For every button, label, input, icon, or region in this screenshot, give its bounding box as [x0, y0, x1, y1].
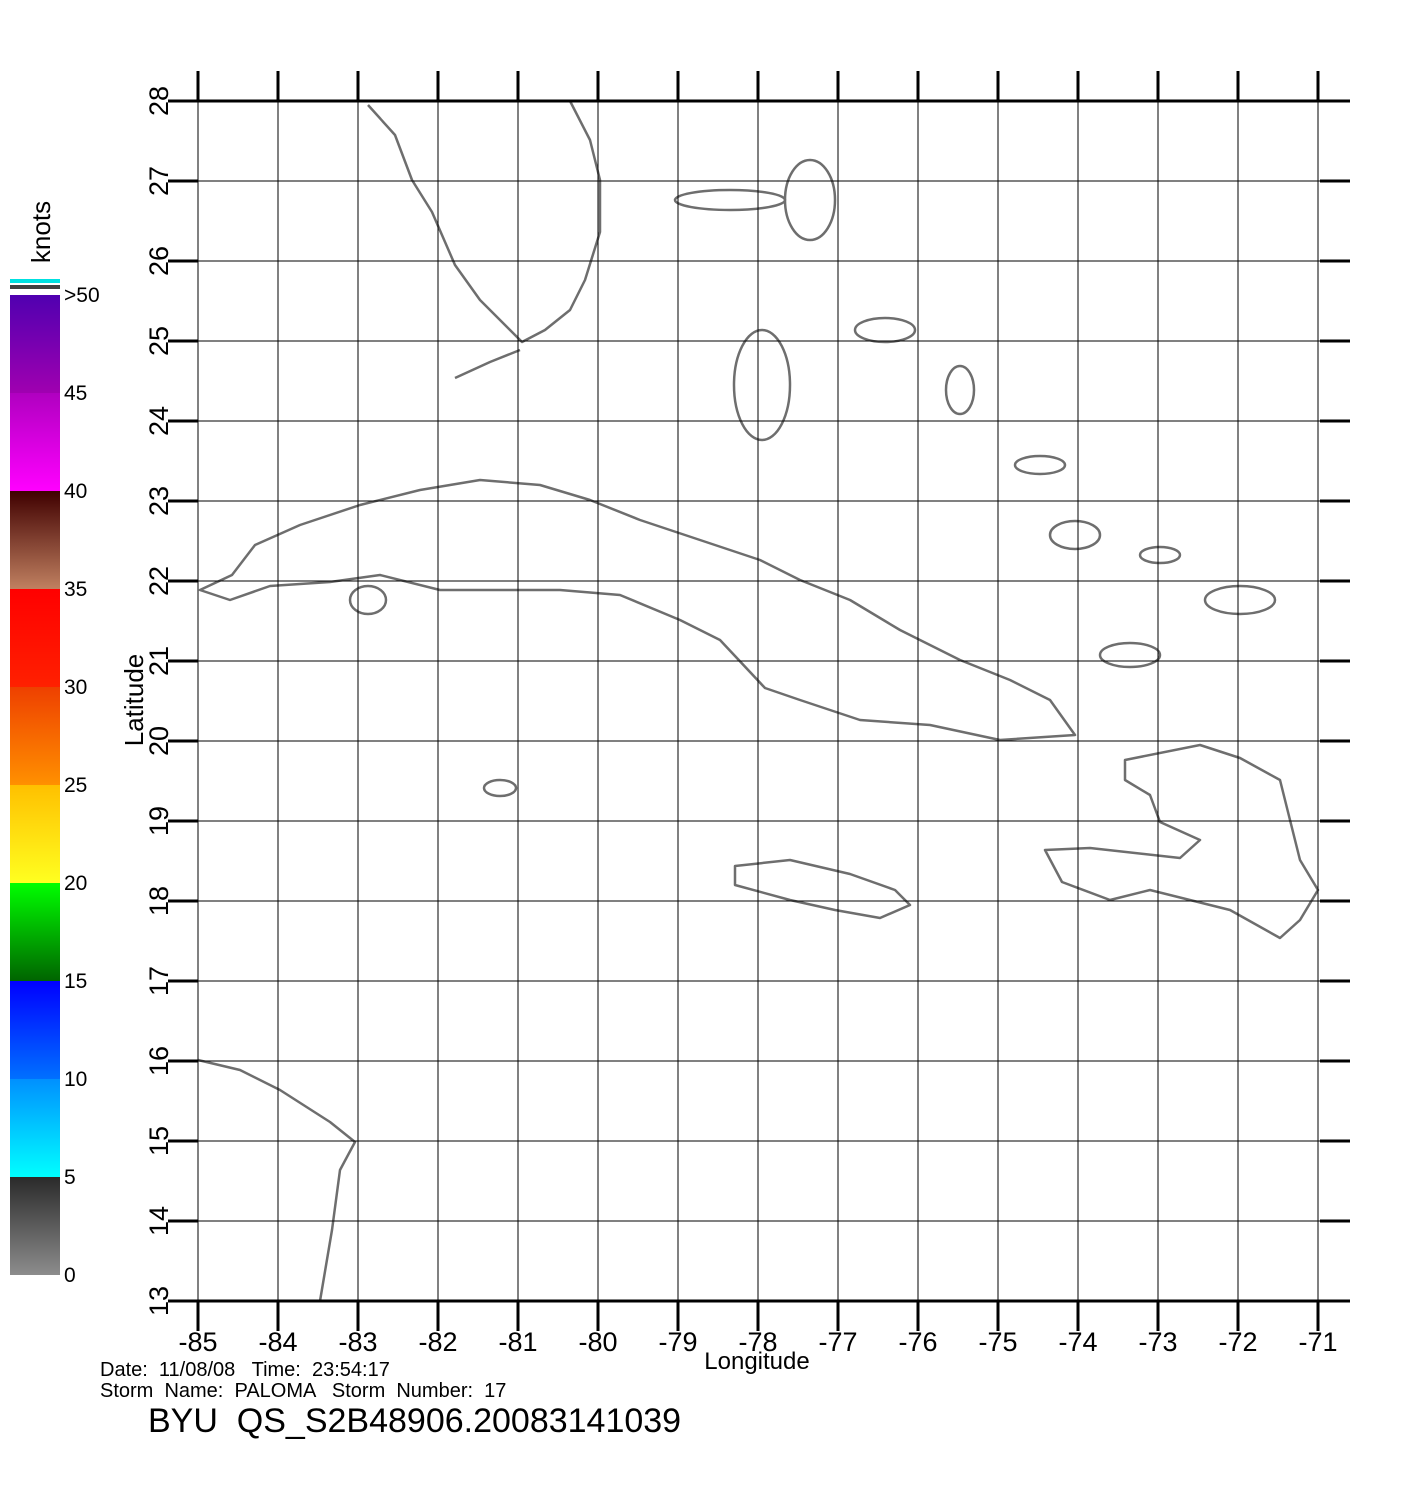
colorbar-ramp	[10, 295, 60, 1275]
cuba	[198, 478, 1077, 742]
axes: -85 -84 -83 -82 -81 -80 -79 -78 -77 -76 -75 -74 -73 -…	[144, 71, 1350, 1357]
x-tick-label: -80	[578, 1327, 617, 1357]
cayman	[482, 778, 518, 798]
y-tick-label: 15	[144, 1126, 174, 1156]
y-tick-label: 23	[144, 486, 174, 516]
product-title: BYU QS_S2B48906.20083141039	[148, 1402, 681, 1440]
colorbar-tick-label: 35	[64, 578, 87, 601]
colorbar-tick-label: 40	[64, 480, 87, 503]
colorbar-cap	[10, 285, 60, 289]
date-line: Date: 11/08/08 Time: 23:54:17	[100, 1359, 390, 1381]
x-tick-label: -83	[338, 1327, 377, 1357]
colorbar: knots 0 5 10 15 20 25 30 35 40 45 >50	[10, 201, 100, 1287]
hispaniola	[1043, 743, 1320, 940]
colorbar-label: knots	[26, 201, 56, 263]
x-tick-label: -84	[258, 1327, 297, 1357]
x-tick-label: -75	[978, 1327, 1017, 1357]
x-tick-label: -85	[178, 1327, 217, 1357]
y-tick-label: 26	[144, 246, 174, 276]
y-tick-label: 17	[144, 966, 174, 996]
colorbar-tick-label: 0	[64, 1264, 76, 1287]
isle-of-youth	[348, 584, 388, 616]
acklins	[1013, 454, 1067, 476]
great-inagua	[1098, 641, 1162, 669]
x-tick-label: -74	[1058, 1327, 1097, 1357]
florida	[367, 100, 602, 344]
colorbar-tick-label: 20	[64, 872, 87, 895]
jamaica	[733, 858, 912, 920]
colorbar-tick-label: 25	[64, 774, 87, 797]
central-america	[197, 1058, 357, 1302]
storm-line: Storm Name: PALOMA Storm Number: 17	[100, 1380, 506, 1402]
colorbar-tick-label: 5	[64, 1166, 76, 1189]
colorbar-tick-label: 30	[64, 676, 87, 699]
grand-bahama	[673, 188, 787, 212]
y-tick-label: 27	[144, 166, 174, 196]
mayaguana	[1138, 545, 1182, 565]
x-tick-label: -81	[498, 1327, 537, 1357]
x-tick-label: -78	[738, 1327, 777, 1357]
x-tick-label: -79	[658, 1327, 697, 1357]
y-tick-label: 19	[144, 806, 174, 836]
x-tick-label: -73	[1138, 1327, 1177, 1357]
x-tick-label: -82	[418, 1327, 457, 1357]
y-tick-label: 14	[144, 1206, 174, 1236]
y-tick-label: 13	[144, 1286, 174, 1316]
coastlines	[197, 100, 1320, 1302]
x-tick-label: -71	[1298, 1327, 1337, 1357]
x-tick-label: -76	[898, 1327, 937, 1357]
long-island	[944, 364, 976, 416]
florida-keys	[454, 348, 521, 380]
eleuthera	[853, 316, 917, 344]
y-tick-label: 20	[144, 726, 174, 756]
colorbar-tick-label: >50	[64, 284, 100, 307]
turks-caicos	[1203, 584, 1277, 616]
y-tick-label: 22	[144, 566, 174, 596]
x-tick-label: -72	[1218, 1327, 1257, 1357]
y-tick-label: 18	[144, 886, 174, 916]
abaco	[783, 158, 837, 242]
colorbar-tick-label: 15	[64, 970, 87, 993]
y-axis-label: Latitude	[119, 654, 149, 747]
colorbar-cap	[10, 279, 60, 283]
y-tick-label: 25	[144, 326, 174, 356]
y-tick-label: 28	[144, 86, 174, 116]
inagua	[1048, 519, 1102, 551]
andros	[732, 328, 792, 442]
x-tick-label: -77	[818, 1327, 857, 1357]
colorbar-tick-label: 45	[64, 382, 87, 405]
x-axis-label: Longitude	[704, 1348, 809, 1375]
y-tick-label: 24	[144, 406, 174, 436]
y-tick-label: 16	[144, 1046, 174, 1076]
y-tick-label: 21	[144, 646, 174, 676]
colorbar-tick-label: 10	[64, 1068, 87, 1091]
